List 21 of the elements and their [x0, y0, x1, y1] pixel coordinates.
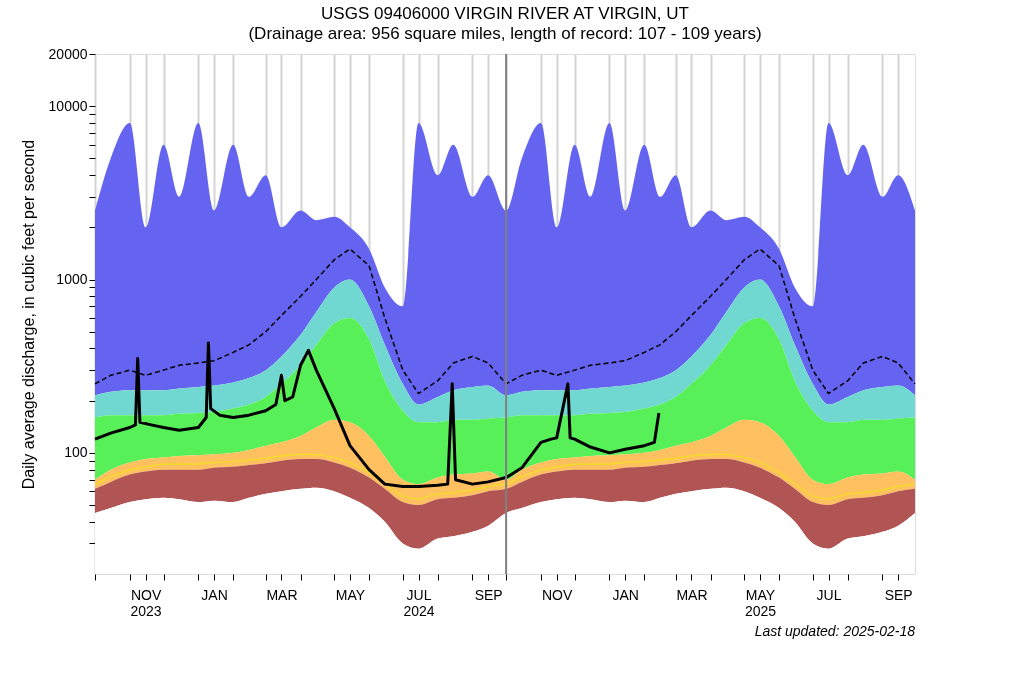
y-tick-label: 100: [64, 444, 88, 461]
x-tick-label: SEP: [884, 586, 913, 603]
x-tick-label: NOV 2023: [130, 586, 162, 619]
x-tick-label: JAN: [612, 586, 639, 603]
y-tick-label: 20000: [48, 45, 88, 62]
y-tick-label: 10000: [48, 97, 88, 114]
chart-subtitle: (Drainage area: 956 square miles, length of record: 107 - 109 years): [248, 24, 762, 43]
chart-title: USGS 09406000 VIRGIN RIVER AT VIRGIN, UT: [321, 4, 689, 23]
x-tick-label: JAN: [201, 586, 228, 603]
x-tick-label: JUL: [816, 586, 842, 603]
line-series: [94, 453, 916, 500]
text: Last updated: 2025-02-18: [754, 623, 916, 639]
y-axis-title: Daily average discharge, in cubic feet per second: [19, 139, 37, 490]
x-tick-label: SEP: [474, 586, 503, 603]
x-tick-label: MAR: [266, 586, 298, 603]
x-tick-label: MAY 2025: [744, 586, 777, 619]
x-tick-label: MAY: [335, 586, 366, 603]
y-tick-label: 1000: [56, 271, 88, 288]
x-tick-label: MAR: [676, 586, 708, 603]
x-tick-label: JUL 2024: [403, 586, 435, 619]
x-tick-label: NOV: [542, 586, 573, 603]
